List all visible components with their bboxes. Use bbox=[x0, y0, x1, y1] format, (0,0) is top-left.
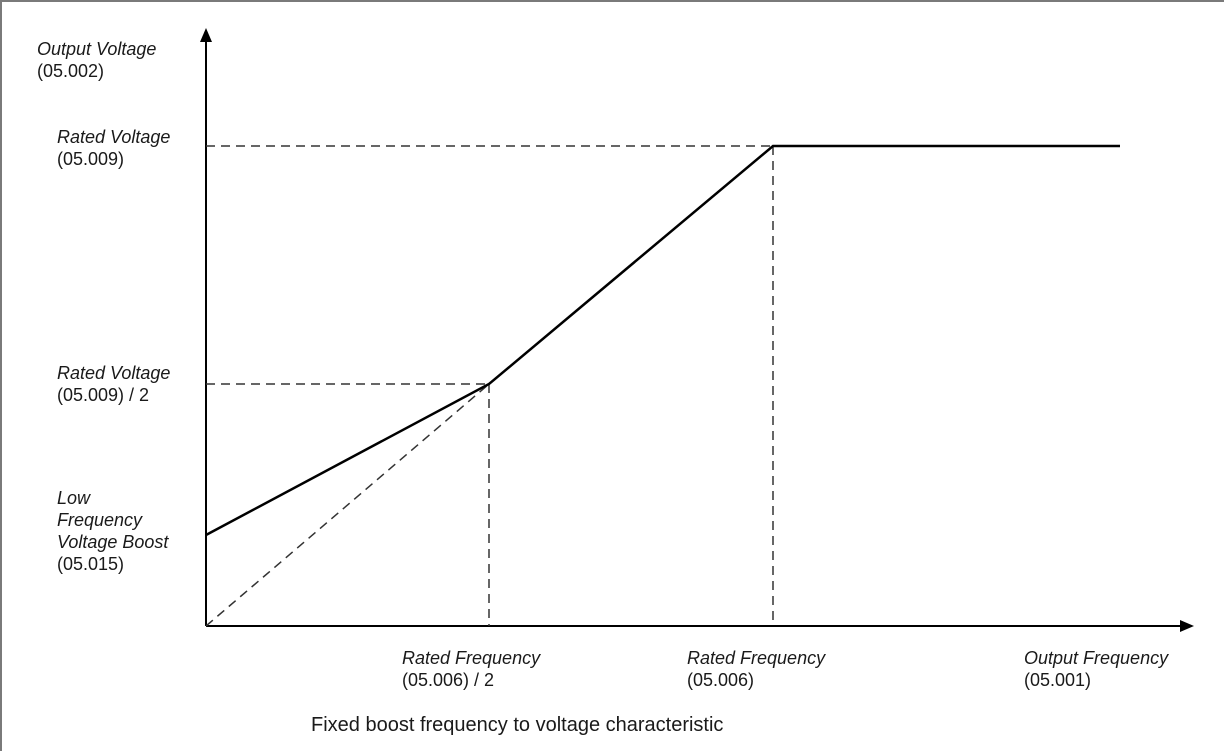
rated-frequency-label-line2: (05.006) bbox=[687, 670, 755, 690]
y-axis-arrow bbox=[200, 28, 212, 42]
rated-voltage-label: Rated Voltage (05.009) bbox=[57, 126, 170, 170]
output-frequency-label: Output Frequency (05.001) bbox=[1024, 647, 1168, 691]
boost-label-line2: Frequency bbox=[57, 510, 143, 530]
rated-voltage-label-line1: Rated Voltage bbox=[57, 127, 171, 147]
half-voltage-label-line1: Rated Voltage bbox=[57, 363, 171, 383]
boost-label: Low Frequency Voltage Boost (05.015) bbox=[57, 487, 168, 575]
linear-vf-reference bbox=[205, 383, 490, 627]
y-axis-title: Output Voltage (05.002) bbox=[37, 38, 156, 82]
half-frequency-label-line1: Rated Frequency bbox=[402, 648, 541, 668]
half-voltage-label: Rated Voltage (05.009) / 2 bbox=[57, 362, 170, 406]
x-axis-arrow bbox=[1180, 620, 1194, 632]
rated-voltage-label-line2: (05.009) bbox=[57, 149, 125, 169]
rated-frequency-label: Rated Frequency (05.006) bbox=[687, 647, 825, 691]
y-axis-title-line2: (05.002) bbox=[37, 61, 105, 81]
boost-label-line1: Low bbox=[57, 488, 91, 508]
half-voltage-label-line2: (05.009) / 2 bbox=[57, 385, 150, 405]
y-axis-title-line1: Output Voltage bbox=[37, 39, 157, 59]
boost-characteristic-line bbox=[205, 144, 1120, 537]
output-frequency-label-line1: Output Frequency bbox=[1024, 648, 1169, 668]
boost-label-line4: (05.015) bbox=[57, 554, 125, 574]
half-frequency-label: Rated Frequency (05.006) / 2 bbox=[402, 647, 540, 691]
half-frequency-label-line2: (05.006) / 2 bbox=[402, 670, 495, 690]
boost-label-line3: Voltage Boost bbox=[57, 532, 169, 552]
diagram-caption: Fixed boost frequency to voltage charact… bbox=[311, 714, 724, 736]
rated-frequency-label-line1: Rated Frequency bbox=[687, 648, 826, 668]
output-frequency-label-line2: (05.001) bbox=[1024, 670, 1092, 690]
